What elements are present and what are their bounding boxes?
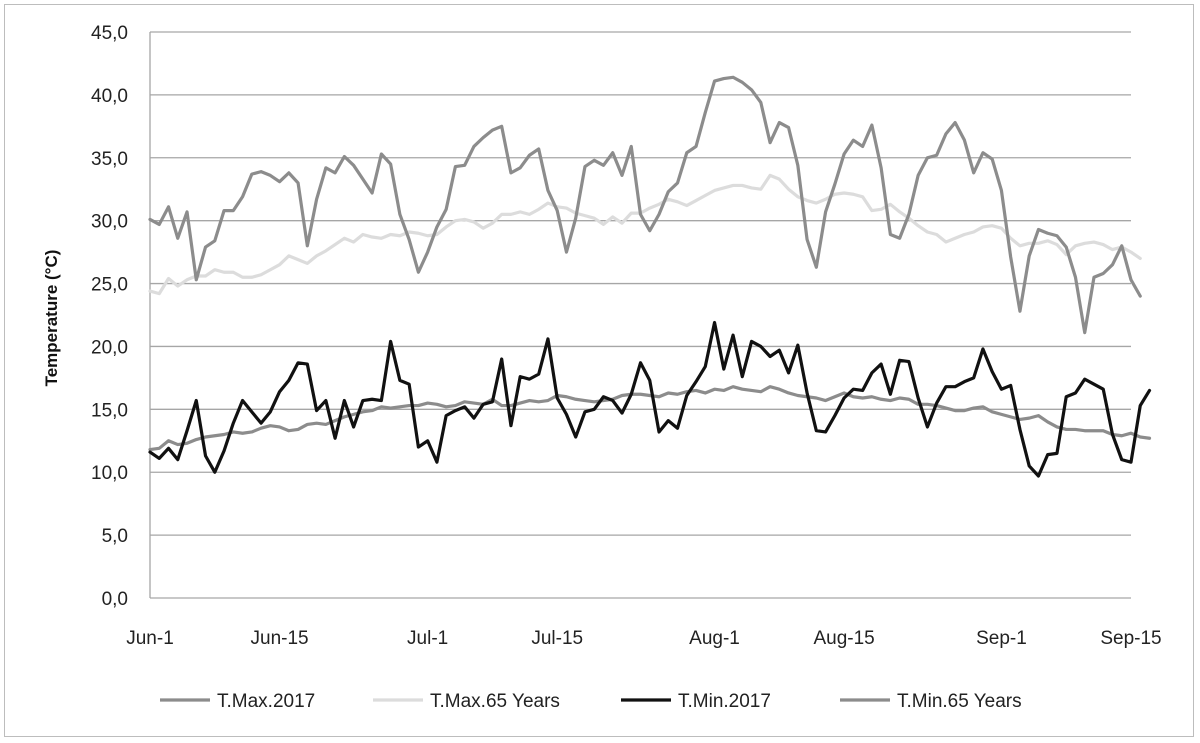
y-tick-label: 0,0 [102,589,128,610]
x-tick-label: Jul-1 [407,628,448,649]
grid-lines [150,31,1131,599]
x-tick-label: Sep-15 [1100,628,1161,649]
y-axis-label: Temperature (°C) [42,250,61,387]
x-tick-label: Sep-1 [976,628,1027,649]
legend-label-2: T.Min.2017 [678,691,771,712]
chart-frame [4,4,1194,737]
y-tick-label: 25,0 [91,275,128,296]
series-lines [148,75,1152,478]
y-tick-label: 5,0 [102,526,128,547]
y-tick-label: 30,0 [91,212,128,233]
legend: T.Max.2017 T.Max.65 Years T.Min.2017 T.Min.… [160,691,1022,712]
y-tick-label: 10,0 [91,463,128,484]
series-line-3 [148,385,1152,452]
legend-label-3: T.Min.65 Years [897,691,1022,712]
x-tick-label: Jun-15 [251,628,309,649]
x-tick-label: Jul-15 [531,628,583,649]
legend-label-0: T.Max.2017 [217,691,315,712]
series-line-0 [148,75,1142,335]
x-axis: Jun-1 Jun-15 Jul-1 Jul-15 Aug-1 Aug-15 Sep-1 Se… [126,628,1161,649]
legend-label-1: T.Max.65 Years [430,691,560,712]
y-tick-label: 40,0 [91,86,128,107]
y-axis: 0,0 5,0 10,0 15,0 20,0 25,0 30,0 35,0 40,0 45,0 [91,23,151,610]
y-tick-label: 35,0 [91,149,128,170]
y-tick-label: 45,0 [91,23,128,44]
x-tick-label: Aug-1 [689,628,740,649]
x-tick-label: Aug-15 [813,628,874,649]
x-tick-label: Jun-1 [126,628,174,649]
y-tick-label: 20,0 [91,337,128,358]
y-tick-label: 15,0 [91,400,128,421]
series-line-1 [148,173,1142,296]
series-line-2 [148,320,1152,478]
